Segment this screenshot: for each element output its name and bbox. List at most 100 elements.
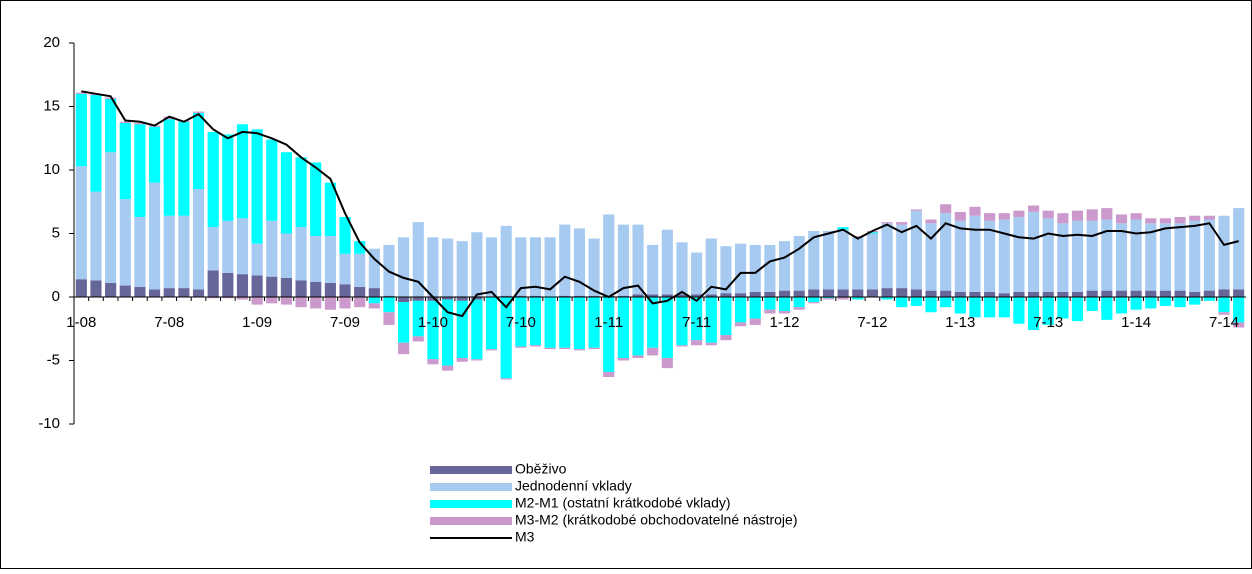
bar [207, 297, 219, 299]
bar [236, 274, 249, 297]
y-tick-label: 5 [52, 224, 60, 241]
bar [383, 312, 395, 325]
bar [852, 297, 864, 300]
bar [573, 349, 585, 351]
bar [1013, 297, 1025, 324]
bar [984, 213, 996, 221]
bar [749, 291, 761, 297]
bar [998, 219, 1010, 294]
bar [998, 213, 1010, 220]
x-tick-label: 7-09 [330, 314, 360, 331]
bar [896, 222, 908, 225]
bar [1174, 290, 1186, 297]
bar [852, 289, 864, 297]
bar [1189, 220, 1201, 292]
bar [720, 297, 732, 336]
bar [896, 224, 908, 289]
bar [134, 123, 146, 125]
axes: -10 -5 0 5 10 15 20 1-08 7-08 1-09 7-09 1-10 7-10 1-1… [38, 34, 1246, 432]
bar [778, 290, 791, 297]
bar [1145, 223, 1157, 291]
bar [940, 213, 952, 291]
bar [354, 286, 366, 297]
bar [1115, 297, 1128, 314]
bar [735, 243, 747, 294]
bar [647, 294, 659, 297]
bar [134, 286, 146, 297]
bar [236, 124, 249, 219]
bar [837, 229, 849, 290]
bar [984, 291, 996, 297]
bar [266, 139, 278, 221]
bar [617, 295, 629, 297]
bar [1086, 297, 1098, 311]
bar [442, 299, 454, 366]
bar [881, 297, 893, 300]
bar [149, 182, 161, 290]
bar [793, 297, 805, 308]
bar [1071, 297, 1084, 322]
bar [793, 290, 805, 297]
bar [573, 228, 585, 296]
y-tick-label: 0 [52, 288, 60, 305]
bar [588, 295, 600, 297]
bar [764, 244, 776, 292]
legend-swatch [430, 500, 512, 508]
bar [1057, 213, 1069, 224]
bar [192, 111, 205, 113]
bar [1218, 312, 1230, 315]
bar [412, 336, 424, 342]
bar [178, 215, 190, 289]
bar [881, 288, 893, 297]
bar [398, 237, 410, 297]
bar [808, 230, 820, 290]
bar [954, 297, 966, 314]
bar [442, 238, 454, 297]
bar [632, 224, 644, 295]
bar [1145, 290, 1157, 297]
bar [559, 297, 571, 348]
x-tick-label: 1-10 [418, 314, 448, 331]
bar [676, 242, 688, 295]
bar [1071, 210, 1084, 221]
bar [529, 237, 542, 296]
bar [778, 297, 791, 311]
bar [1130, 213, 1142, 220]
bar [90, 280, 102, 297]
bar [500, 378, 512, 380]
bar [471, 232, 483, 297]
bar [339, 216, 351, 254]
bar [1130, 297, 1142, 310]
bar [412, 300, 424, 337]
bar [1233, 208, 1245, 290]
bar [588, 238, 600, 296]
bar [456, 357, 468, 362]
bar [1115, 290, 1128, 297]
bar [251, 243, 263, 276]
bar [822, 297, 835, 299]
y-tick-label: 10 [43, 161, 60, 178]
bar [720, 246, 732, 294]
bar [105, 98, 117, 153]
bar [705, 294, 717, 297]
bar [881, 223, 893, 289]
bar [691, 297, 703, 341]
bar [544, 237, 556, 297]
bar [295, 227, 307, 281]
bar [1057, 297, 1069, 319]
bar [368, 248, 380, 289]
bar [280, 233, 292, 278]
bar [134, 216, 146, 287]
bar [705, 342, 717, 346]
bar [266, 297, 278, 304]
line [81, 90, 1239, 318]
bar [925, 219, 937, 224]
bar [691, 294, 703, 297]
bar [896, 288, 908, 297]
bar [368, 288, 380, 297]
bar [969, 291, 981, 297]
bar [544, 297, 556, 348]
bar [940, 290, 952, 297]
bar [456, 300, 468, 358]
